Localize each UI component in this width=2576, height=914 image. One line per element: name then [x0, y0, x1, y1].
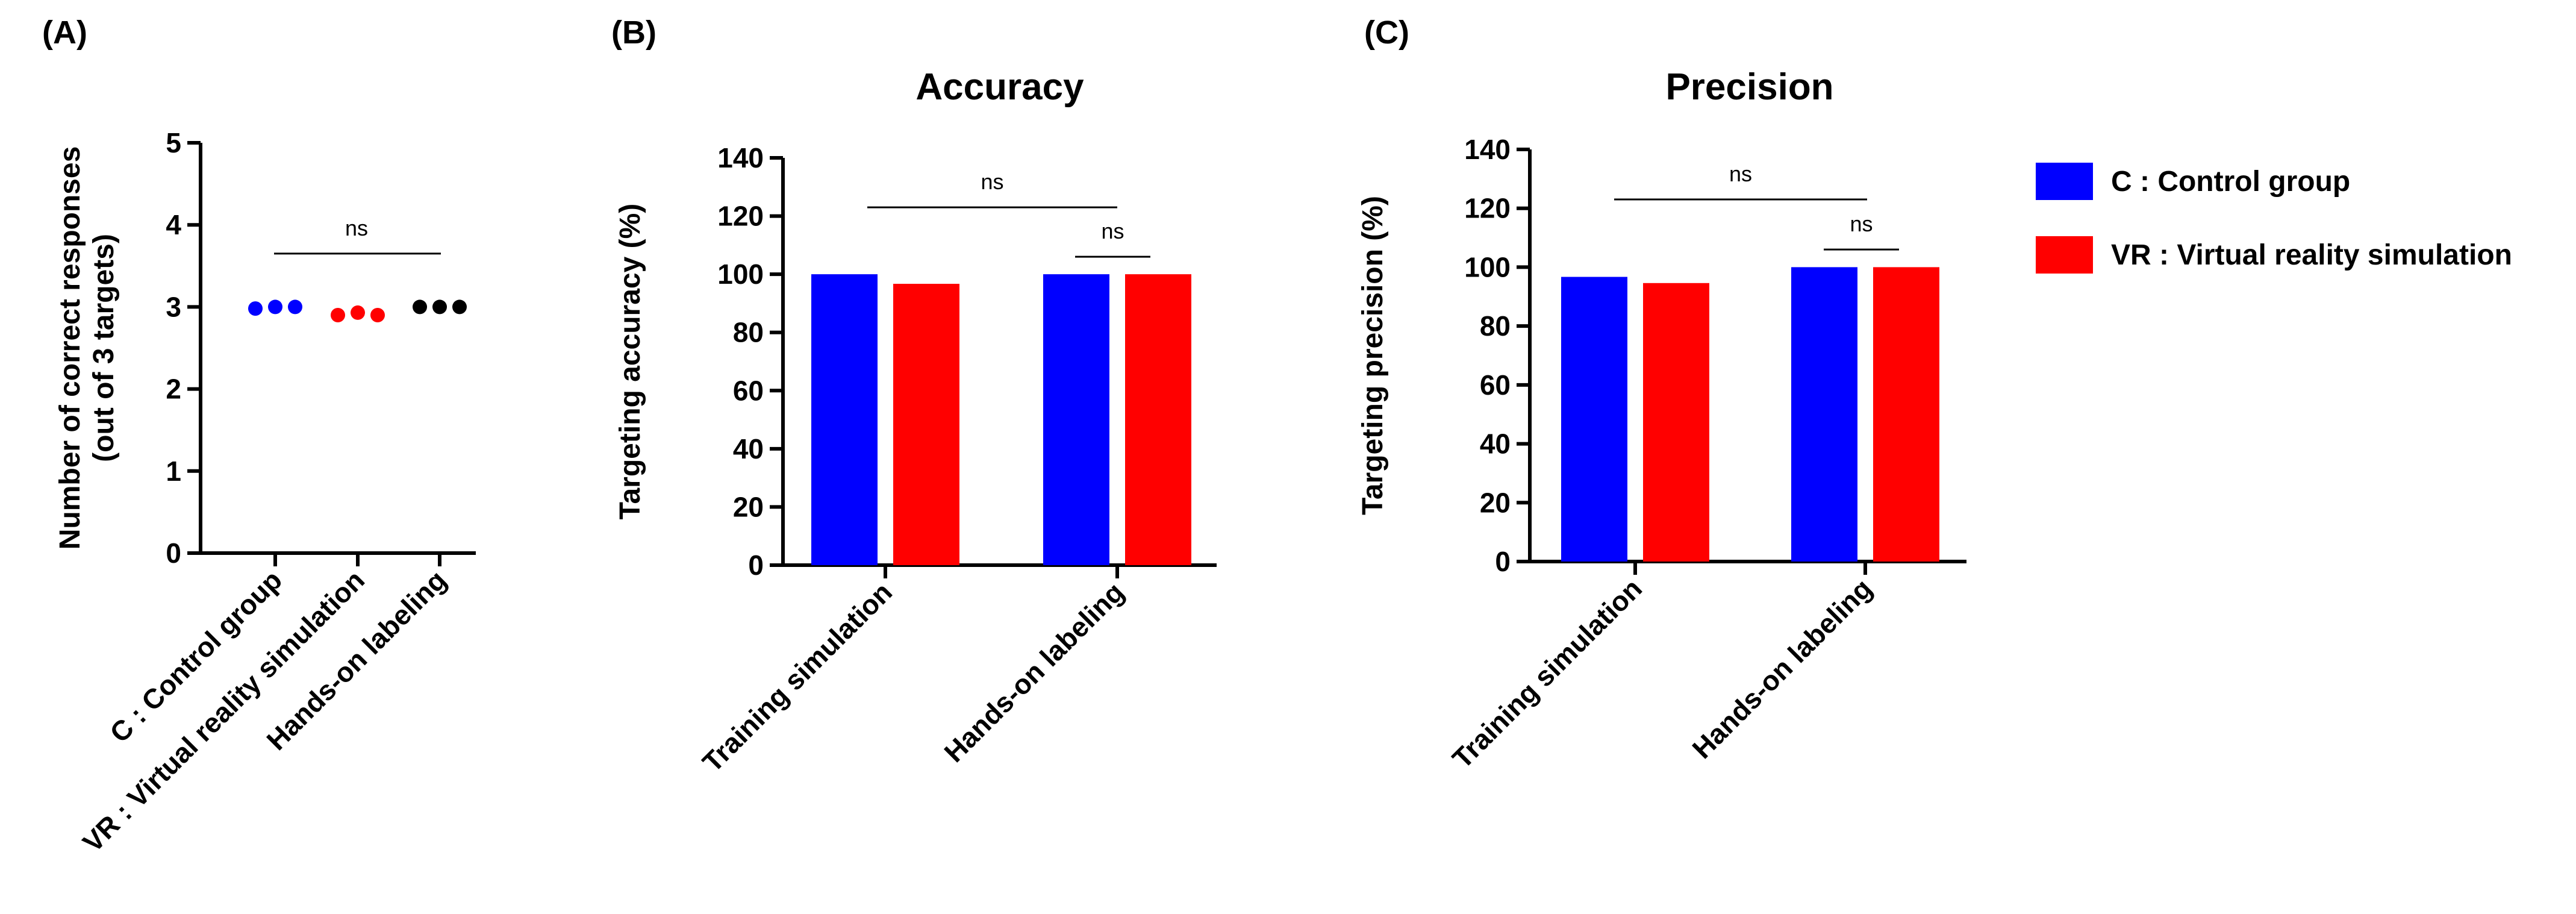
- panel-c: (C) Precision 0 20 40 60 80 100 120 140 Targeting …: [1357, 14, 1966, 774]
- y-tick-label: 40: [1480, 428, 1511, 460]
- bar: [1791, 267, 1857, 562]
- y-tick-label: 5: [166, 127, 181, 158]
- y-tick-label: 60: [733, 375, 764, 406]
- data-point: [432, 299, 447, 315]
- x-category-label: Hands-on labeling: [1686, 572, 1878, 765]
- data-point: [370, 308, 385, 323]
- legend-label: C : Control group: [2111, 166, 2350, 198]
- y-tick-label: 120: [1464, 193, 1511, 224]
- bar: [1125, 274, 1191, 565]
- y-tick-label: 20: [733, 491, 764, 522]
- panel-label: (C): [1364, 14, 1409, 51]
- legend-swatch: [2036, 163, 2093, 200]
- y-axis-label: Targeting precision (%): [1357, 196, 1389, 515]
- y-axis-label-sub: (out of 3 targets): [88, 234, 120, 462]
- y-tick-label: 100: [717, 258, 764, 290]
- panel-b: (B) Accuracy 0 20 40 60 80 100 120 140 Targeting a…: [611, 14, 1217, 778]
- panel-label-a: (A): [42, 14, 87, 51]
- bar: [1561, 277, 1627, 562]
- panel-a: (A) 0 1 2 3 4 5 Number of correct responses (out…: [42, 14, 476, 858]
- legend-swatch: [2036, 236, 2093, 274]
- significance-label: ns: [981, 169, 1003, 194]
- y-tick-label: 140: [717, 142, 764, 174]
- y-tick-label: 40: [733, 433, 764, 465]
- data-point: [351, 305, 365, 320]
- data-point: [288, 299, 302, 315]
- bar: [1043, 274, 1109, 565]
- chart-title: Accuracy: [915, 66, 1084, 108]
- y-tick-label: 20: [1480, 487, 1511, 518]
- y-tick-label: 80: [733, 317, 764, 348]
- data-point: [268, 299, 282, 315]
- data-point: [331, 308, 345, 323]
- legend: C : Control group VR : Virtual reality si…: [2036, 163, 2512, 274]
- y-tick-label: 80: [1480, 310, 1511, 342]
- significance-label: ns: [1101, 219, 1124, 243]
- y-tick-label: 0: [166, 537, 181, 569]
- significance-label: ns: [345, 216, 368, 240]
- bar: [893, 284, 959, 565]
- y-axis-label: Targeting accuracy (%): [614, 204, 646, 520]
- y-tick-label: 60: [1480, 369, 1511, 401]
- x-category-label: Training simulation: [1446, 572, 1648, 774]
- significance-label: ns: [1729, 161, 1752, 186]
- y-tick-label: 1: [166, 455, 181, 487]
- y-tick-label: 2: [166, 374, 181, 405]
- data-point: [452, 299, 467, 315]
- x-category-label: Training simulation: [696, 576, 898, 778]
- y-tick-label: 4: [166, 209, 181, 240]
- x-category-label: Hands-on labeling: [938, 576, 1130, 768]
- significance-label: ns: [1850, 211, 1873, 236]
- y-tick-label: 140: [1464, 134, 1511, 165]
- y-tick-label: 100: [1464, 251, 1511, 283]
- chart-title: Precision: [1665, 66, 1833, 108]
- y-tick-label: 0: [748, 549, 764, 581]
- y-tick-label: 120: [717, 201, 764, 232]
- y-tick-label: 3: [166, 291, 181, 322]
- legend-label: VR : Virtual reality simulation: [2111, 239, 2512, 271]
- bar: [1643, 283, 1709, 562]
- data-point: [248, 301, 263, 316]
- bar: [1873, 267, 1939, 562]
- y-axis-label: Number of correct responses: [54, 146, 86, 550]
- panel-label: (B): [611, 14, 656, 51]
- data-point: [413, 299, 427, 315]
- y-tick-label: 0: [1495, 546, 1511, 577]
- bar: [811, 274, 878, 565]
